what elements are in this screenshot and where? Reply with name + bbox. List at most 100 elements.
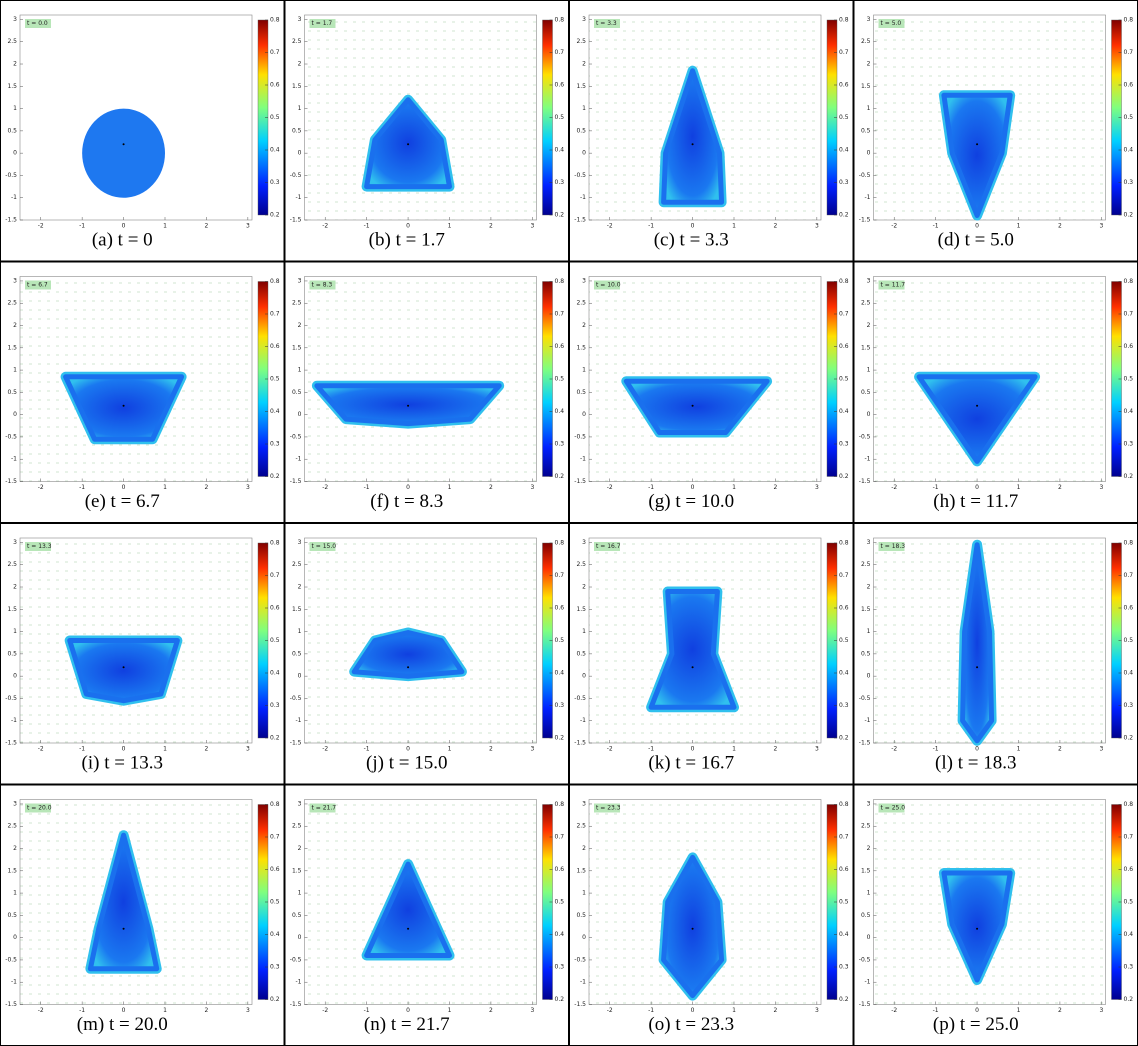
x-tick-label: 0	[691, 746, 695, 753]
y-tick-label: 0	[867, 673, 871, 680]
x-tick-label: -2	[38, 223, 44, 230]
inset-label: t = 21.7	[312, 805, 337, 812]
colorbar-tick-label: 0.3	[555, 179, 565, 186]
y-tick-label: -1	[11, 194, 17, 201]
y-tick-label: 1	[13, 367, 17, 374]
y-tick-label: -1.5	[290, 217, 302, 224]
y-tick-label: 0	[13, 934, 17, 941]
inset-box	[25, 280, 51, 290]
inset-box	[309, 280, 336, 290]
x-tick-label: -2	[891, 484, 897, 491]
y-tick-label: 1	[582, 890, 586, 897]
center-dot	[976, 666, 979, 669]
y-tick-label: -1.5	[859, 217, 871, 224]
inset-label: t = 6.7	[27, 282, 48, 289]
y-tick-label: -1	[296, 194, 302, 201]
inset-box	[594, 803, 620, 813]
y-tick-label: -0.5	[290, 695, 302, 702]
y-tick-label: -0.5	[859, 956, 871, 963]
colorbar-tick-label: 0.2	[555, 212, 565, 219]
caption: (a) t = 0	[92, 229, 153, 250]
caption: (n) t = 21.7	[364, 1014, 450, 1035]
x-tick-label: 0	[691, 484, 695, 491]
panel-border	[569, 523, 854, 785]
y-tick-label: 0.5	[861, 127, 871, 134]
inset-label: t = 8.3	[312, 282, 333, 289]
x-tick-label: 0	[975, 223, 979, 230]
inset-label: t = 18.3	[881, 543, 906, 550]
y-tick-label: 1	[13, 890, 17, 897]
panel: -2 -1 0 1 2 3 -1.5 -1 -0.5 0 0.5 1 1.5 2 2.5 3 t = 21.7 0…	[284, 784, 569, 1046]
plot-frame	[304, 276, 537, 482]
caption: (h) t = 11.7	[933, 491, 1018, 512]
plot-frame	[873, 276, 1106, 482]
y-tick-label: 3	[582, 800, 586, 807]
colorbar-tick-label: 0.3	[839, 964, 849, 971]
colorbar-tick-label: 0.3	[270, 702, 280, 709]
y-tick-label: 1.5	[292, 344, 302, 351]
y-tick-label: 0.5	[7, 912, 17, 919]
colorbar-tick-label: 0.4	[270, 408, 280, 415]
y-tick-label: -1.5	[290, 740, 302, 747]
caption: (c) t = 3.3	[654, 229, 729, 250]
y-tick-label: -1.5	[5, 217, 17, 224]
colorbar-tick-label: 0.7	[270, 49, 280, 56]
inset-box	[25, 19, 51, 28]
x-tick-label: 2	[1058, 484, 1062, 491]
y-tick-label: -1	[296, 979, 302, 986]
y-tick-label: 3	[13, 16, 17, 23]
y-tick-label: 2	[867, 61, 871, 68]
colorbar-tick-label: 0.4	[839, 931, 849, 938]
inset-box	[25, 803, 51, 813]
y-tick-label: 2.5	[292, 300, 302, 307]
y-tick-label: -1.5	[5, 1001, 17, 1008]
x-tick-label: 1	[448, 484, 452, 491]
y-tick-label: 2	[298, 322, 302, 329]
y-tick-label: 2.5	[7, 38, 17, 45]
x-tick-label: 0	[122, 746, 126, 753]
inset-label: t = 15.0	[312, 543, 337, 550]
inset-box	[309, 19, 336, 28]
colorbar-tick-label: 0.3	[270, 179, 280, 186]
y-tick-label: 1.5	[7, 867, 17, 874]
colorbar-tick-label: 0.8	[1124, 540, 1134, 547]
colorbar-tick-label: 0.3	[1124, 441, 1134, 448]
y-tick-label: 0	[867, 150, 871, 157]
y-tick-label: -1	[580, 717, 586, 724]
x-tick-label: 0	[406, 746, 410, 753]
center-dot	[122, 404, 125, 407]
inset-box	[309, 803, 336, 813]
y-tick-label: 2.5	[576, 300, 586, 307]
colorbar-tick-label: 0.8	[1124, 278, 1134, 285]
x-tick-label: 2	[489, 1007, 493, 1014]
colorbar-tick-label: 0.8	[839, 801, 849, 808]
center-dot	[691, 143, 694, 146]
y-tick-label: -0.5	[290, 172, 302, 179]
inset-label: t = 23.3	[596, 805, 621, 812]
panel: -2 -1 0 1 2 3 -1.5 -1 -0.5 0 0.5 1 1.5 2 2.5 3 t = 16.7 0…	[569, 523, 854, 785]
y-tick-label: -0.5	[290, 956, 302, 963]
plot-frame	[588, 799, 822, 1005]
y-tick-label: 1	[298, 890, 302, 897]
x-tick-label: 0	[691, 223, 695, 230]
inset-box	[309, 542, 336, 551]
colorbar-tick-label: 0.5	[1124, 114, 1134, 121]
y-tick-label: 1	[13, 105, 17, 112]
y-tick-label: 1	[867, 628, 871, 635]
colorbar-tick-label: 0.4	[1124, 408, 1134, 415]
plot-frame	[19, 276, 253, 482]
y-tick-label: -1.5	[574, 217, 586, 224]
x-tick-label: 2	[774, 746, 778, 753]
y-tick-label: -0.5	[574, 695, 586, 702]
y-tick-label: -1	[865, 456, 871, 463]
inset-label: t = 10.0	[596, 282, 621, 289]
y-tick-label: -1	[580, 979, 586, 986]
y-tick-label: 3	[13, 800, 17, 807]
caption: (k) t = 16.7	[648, 752, 734, 773]
x-tick-label: -2	[38, 484, 44, 491]
colorbar-tick-label: 0.6	[555, 343, 565, 350]
y-tick-label: 2.5	[292, 561, 302, 568]
y-tick-label: 2	[582, 322, 586, 329]
colorbar-tick-label: 0.7	[1124, 834, 1134, 841]
y-tick-label: -1	[865, 194, 871, 201]
